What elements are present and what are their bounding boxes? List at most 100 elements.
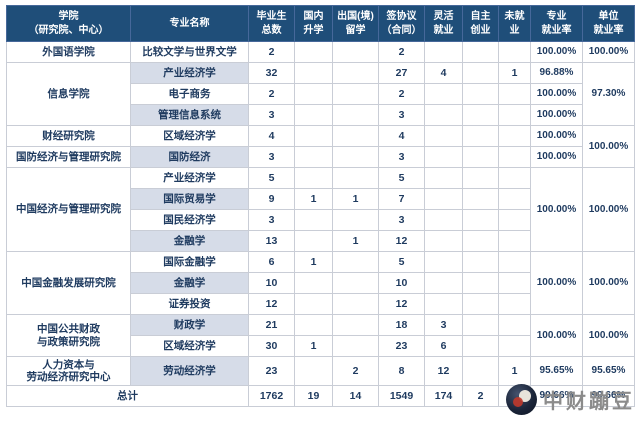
stat-cell: 10 [378, 272, 425, 294]
stat-cell [332, 62, 379, 84]
stat-cell [332, 314, 379, 336]
table-row: 金融学 13 1 12 [7, 230, 635, 252]
major-cell: 区域经济学 [130, 125, 249, 147]
stat-cell: 2 [248, 83, 295, 105]
major-rate-cell: 100.00% [530, 146, 583, 168]
employment-table: 学院 （研究院、中心） 专业名称 毕业生 总数 国内 升学 出国(境) 留学 签协议 （合… [6, 5, 635, 407]
stat-cell [424, 188, 463, 210]
table-row: 中国公共财政 与政策研究院 财政学 21 18 3 100.00% 100.00% [6, 314, 635, 357]
total-stat-cell: 1549 [378, 385, 425, 407]
major-rate-cell: 96.88% [530, 62, 583, 84]
stat-cell [424, 230, 463, 252]
stat-cell: 3 [378, 104, 425, 126]
stat-cell: 7 [378, 188, 425, 210]
stat-cell: 23 [248, 356, 295, 386]
stat-cell [498, 167, 531, 189]
stat-cell [332, 272, 379, 294]
stat-cell [332, 83, 379, 105]
stat-cell [294, 62, 333, 84]
major-rate-cell: 100.00% [530, 251, 583, 315]
stat-cell [462, 209, 499, 231]
stat-cell [462, 146, 499, 168]
stat-cell: 5 [378, 167, 425, 189]
stat-cell: 2 [248, 41, 295, 63]
stat-cell: 3 [248, 209, 295, 231]
college-cell: 信息学院 [6, 62, 131, 126]
stat-cell [498, 314, 531, 336]
stat-cell [462, 335, 499, 357]
stat-cell [498, 83, 531, 105]
stat-cell [462, 125, 499, 147]
stat-cell: 6 [424, 335, 463, 357]
major-rate-cell: 100.00% [530, 83, 583, 105]
stat-cell [294, 230, 333, 252]
table-row: 国民经济学 3 3 [7, 209, 635, 231]
stat-cell [498, 335, 531, 357]
total-label-cell: 总计 [6, 385, 249, 407]
stat-cell: 1 [294, 335, 333, 357]
stat-cell [462, 230, 499, 252]
stat-cell: 2 [378, 41, 425, 63]
stat-cell [424, 272, 463, 294]
table-row: 中国经济与管理研究院 产业经济学 5 5 100.00% 100.00% [6, 167, 635, 252]
stat-cell [462, 251, 499, 273]
column-header-10: 单位 就业率 [582, 5, 635, 42]
stat-cell: 30 [248, 335, 295, 357]
stat-cell: 1 [294, 251, 333, 273]
stat-cell [332, 293, 379, 315]
stat-cell: 21 [248, 314, 295, 336]
table-row: 区域经济学 30 1 23 6 [7, 335, 635, 357]
stat-cell: 1 [498, 356, 531, 386]
header-row: 学院 （研究院、中心） 专业名称 毕业生 总数 国内 升学 出国(境) 留学 签协议 （合… [6, 5, 635, 42]
major-rate-cell: 100.00% [530, 41, 583, 63]
stat-cell: 12 [378, 293, 425, 315]
column-header-6: 灵活 就业 [424, 5, 463, 42]
major-rate-cell: 100.00% [530, 104, 583, 126]
stat-cell: 32 [248, 62, 295, 84]
college-cell: 中国公共财政 与政策研究院 [6, 314, 131, 357]
major-rate-cell: 95.65% [530, 356, 583, 386]
stat-cell [332, 251, 379, 273]
column-header-7: 自主 创业 [462, 5, 499, 42]
stat-cell [424, 104, 463, 126]
stat-cell: 18 [378, 314, 425, 336]
stat-cell: 2 [378, 83, 425, 105]
stat-cell [462, 314, 499, 336]
stat-cell [424, 293, 463, 315]
stat-cell [294, 293, 333, 315]
stat-cell: 1 [332, 188, 379, 210]
stat-cell: 3 [248, 104, 295, 126]
unit-rate-cell: 100.00% [582, 41, 635, 63]
watermark-logo-icon [506, 384, 537, 415]
major-rate-cell: 100.00% [530, 167, 583, 252]
unit-rate-cell: 97.30% [582, 62, 635, 126]
stat-cell [294, 167, 333, 189]
stat-cell [462, 62, 499, 84]
stat-cell: 1 [498, 62, 531, 84]
stat-cell [424, 146, 463, 168]
stat-cell: 3 [248, 146, 295, 168]
stat-cell [462, 356, 499, 386]
major-rate-cell: 100.00% [530, 314, 583, 357]
stat-cell [332, 335, 379, 357]
stat-cell [424, 41, 463, 63]
stat-cell [294, 83, 333, 105]
stat-cell: 6 [248, 251, 295, 273]
total-stat-cell: 2 [462, 385, 499, 407]
major-cell: 产业经济学 [130, 62, 249, 84]
column-header-5: 签协议 （合同） [378, 5, 425, 42]
total-stat-cell: 19 [294, 385, 333, 407]
stat-cell [294, 272, 333, 294]
major-cell: 国防经济 [130, 146, 249, 168]
stat-cell [462, 293, 499, 315]
table-row: 证券投资 12 12 [7, 293, 635, 315]
stat-cell [294, 314, 333, 336]
stat-cell: 10 [248, 272, 295, 294]
stat-cell [294, 125, 333, 147]
unit-rate-cell: 95.65% [582, 356, 635, 386]
table-row: 人力资本与 劳动经济研究中心 劳动经济学 23 2 8 12 1 95.65% 95.65% [6, 356, 635, 386]
stat-cell [498, 188, 531, 210]
major-cell: 管理信息系统 [130, 104, 249, 126]
stat-cell: 4 [424, 62, 463, 84]
stat-cell [498, 146, 531, 168]
